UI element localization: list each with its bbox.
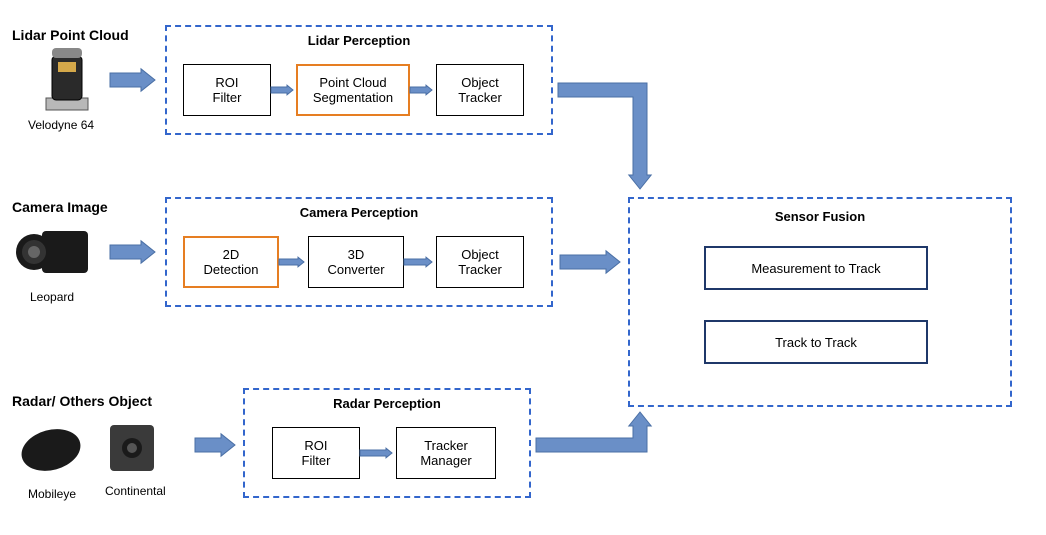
arrows-layer [0,0,1046,535]
